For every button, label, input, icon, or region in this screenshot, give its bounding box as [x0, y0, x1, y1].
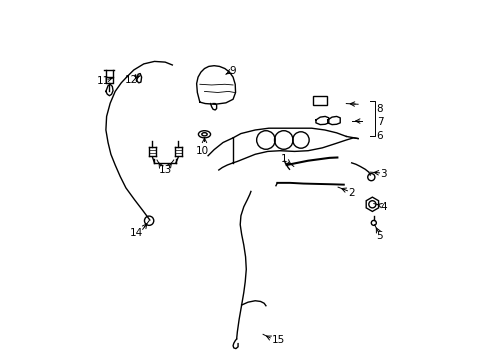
- Text: 13: 13: [158, 165, 171, 175]
- Text: 5: 5: [375, 231, 382, 241]
- Text: 9: 9: [229, 66, 236, 76]
- Text: 14: 14: [130, 228, 143, 238]
- Text: 3: 3: [380, 169, 386, 179]
- Text: 1: 1: [281, 154, 287, 163]
- Text: 4: 4: [380, 202, 386, 212]
- Text: 12: 12: [125, 75, 138, 85]
- Text: 2: 2: [347, 188, 354, 198]
- Text: 11: 11: [97, 76, 110, 86]
- Text: 10: 10: [196, 146, 209, 156]
- Text: 15: 15: [271, 335, 285, 345]
- Text: 6: 6: [376, 131, 383, 141]
- Text: 8: 8: [376, 104, 383, 113]
- Bar: [312, 96, 326, 105]
- Text: 7: 7: [376, 117, 383, 127]
